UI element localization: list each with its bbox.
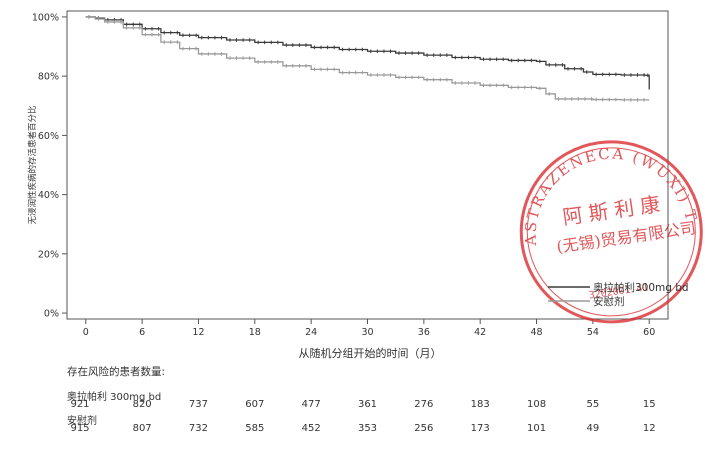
- x-tick-label: 24: [305, 327, 317, 338]
- x-tick-label: 36: [418, 327, 430, 338]
- x-tick-label: 30: [361, 327, 373, 338]
- x-axis-label: 从随机分组开始的时间（月）: [299, 346, 442, 360]
- series-line-olaparib: [85, 16, 650, 90]
- risk-count: 807: [132, 423, 152, 434]
- x-tick-label: 42: [474, 327, 486, 338]
- x-tick-label: 12: [192, 327, 204, 338]
- risk-count: 477: [301, 399, 321, 410]
- y-tick-label: 100%: [32, 12, 59, 23]
- risk-count: 361: [357, 399, 378, 410]
- risk-count: 49: [586, 423, 600, 434]
- x-tick-label: 6: [139, 327, 145, 338]
- y-tick-label: 80%: [38, 72, 59, 83]
- y-tick-label: 20%: [38, 249, 59, 260]
- risk-count: 737: [188, 399, 209, 410]
- risk-count: 15: [642, 399, 656, 410]
- risk-count: 183: [470, 399, 490, 410]
- risk-count: 55: [586, 399, 600, 410]
- risk-count: 607: [245, 399, 265, 410]
- risk-count: 12: [642, 423, 656, 434]
- y-tick-label: 60%: [38, 131, 59, 142]
- risk-count: 732: [188, 423, 209, 434]
- x-tick-label: 18: [249, 327, 261, 338]
- x-tick-label: 0: [83, 327, 89, 338]
- risk-count: 276: [414, 399, 434, 410]
- stamp-outer-text: ASTRAZENECA (WUXI) TRAD: [0, 0, 701, 322]
- risk-group-olaparib-label: 奥拉帕利 300mg bd: [67, 392, 162, 403]
- legend-label-olaparib: 奥拉帕利300mg bd: [593, 281, 689, 294]
- risk-count: 452: [301, 423, 321, 434]
- legend: 奥拉帕利300mg bd 安慰剂: [548, 281, 689, 308]
- risk-count: 173: [470, 423, 490, 434]
- risk-count: 353: [357, 423, 378, 434]
- series-line-placebo: [85, 16, 650, 101]
- risk-count: 101: [526, 423, 547, 434]
- series-lines: [85, 15, 650, 102]
- x-tick-label: 60: [643, 327, 655, 338]
- company-stamp: ASTRAZENECA (WUXI) TRAD 阿斯利康 (无锡)贸易有限公司 …: [0, 0, 703, 324]
- risk-table-title: 存在风险的患者数量:: [67, 366, 166, 378]
- x-tick-label: 48: [530, 327, 542, 338]
- risk-count: 108: [526, 399, 547, 410]
- x-axis: 0 6 12 18 24 30 36 42 48 54 60: [83, 319, 655, 338]
- y-tick-label: 40%: [38, 190, 59, 201]
- risk-count: 256: [414, 423, 434, 434]
- y-axis: 0% 20% 40% 60% 80% 100%: [32, 12, 67, 320]
- y-axis-label: 无浸润性疾病的存活患者百分比: [27, 105, 38, 224]
- risk-group-placebo-label: 安慰剂: [67, 416, 97, 427]
- risk-count: 820: [132, 399, 152, 410]
- risk-count: 921: [70, 399, 90, 410]
- risk-count: 915: [70, 423, 90, 434]
- x-tick-label: 54: [587, 327, 599, 338]
- y-tick-label: 0%: [44, 309, 59, 320]
- risk-count: 585: [245, 423, 265, 434]
- legend-label-placebo: 安慰剂: [593, 295, 625, 308]
